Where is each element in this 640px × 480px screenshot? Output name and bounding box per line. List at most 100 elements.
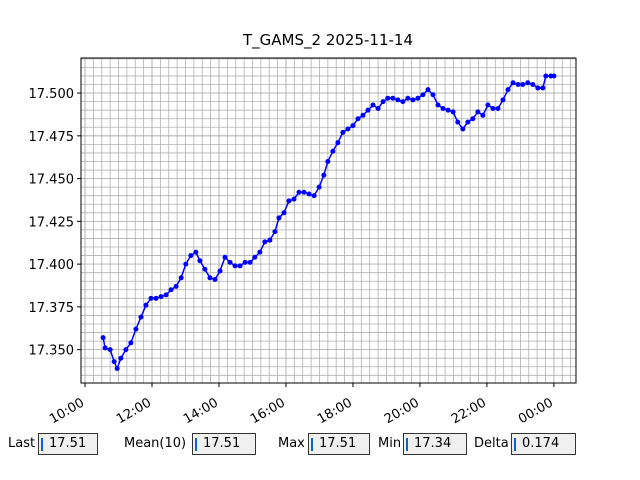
point (425, 87, 431, 93)
y-tick-label: 17.375 (29, 301, 75, 316)
point (340, 129, 346, 135)
point (330, 148, 336, 154)
point (470, 116, 476, 122)
point (111, 359, 117, 365)
x-tick-label: 22:00 (449, 395, 489, 425)
stat-label: Max (278, 436, 305, 451)
point (100, 335, 106, 341)
x-tick-label: 12:00 (114, 395, 154, 425)
point (490, 105, 496, 111)
chart: T_GAMS_2 2025-11-14 17.350 17.375 17.400 17… (29, 31, 577, 425)
point (543, 73, 549, 79)
y-tick-label: 17.350 (29, 344, 75, 359)
point (400, 99, 406, 105)
stat-value: 17.34 (403, 433, 467, 455)
point (247, 259, 253, 265)
x-tick-label: 16:00 (248, 395, 288, 425)
point (485, 102, 491, 108)
point (515, 82, 521, 88)
point (360, 112, 366, 118)
point (262, 239, 268, 245)
y-tick-label: 17.475 (29, 130, 75, 145)
point (276, 215, 282, 221)
point (335, 140, 341, 146)
point (232, 263, 238, 269)
point (128, 340, 134, 346)
point (325, 158, 331, 164)
point (148, 295, 154, 301)
point (281, 210, 287, 216)
point (188, 253, 194, 259)
point (420, 92, 426, 98)
point (465, 119, 471, 125)
x-tick-label: 00:00 (516, 395, 556, 425)
point (158, 294, 164, 300)
point (390, 95, 396, 101)
x-tick-label: 14:00 (181, 395, 221, 425)
point (193, 249, 199, 255)
point (355, 116, 361, 122)
point (535, 85, 541, 91)
stat-label: Last (8, 436, 36, 451)
stat-label: Mean(10) (124, 436, 187, 451)
point (530, 82, 536, 88)
point (510, 80, 516, 86)
point (143, 302, 149, 308)
point (222, 254, 228, 260)
point (435, 102, 441, 108)
point (296, 189, 302, 195)
point (380, 99, 386, 105)
point (118, 355, 124, 361)
point (405, 95, 411, 101)
point (321, 172, 327, 178)
point (520, 82, 526, 88)
point (316, 184, 322, 190)
stat-label: Delta (474, 436, 509, 451)
y-tick-label: 17.450 (29, 173, 75, 188)
point (495, 105, 501, 111)
point (257, 249, 263, 255)
point (183, 261, 189, 267)
point (540, 85, 546, 91)
x-tick-label: 18:00 (315, 395, 355, 425)
point (173, 283, 179, 289)
point (286, 198, 292, 204)
point (153, 295, 159, 301)
stat-value: 0.174 (511, 433, 576, 455)
point (207, 275, 213, 281)
point (301, 189, 307, 195)
point (350, 123, 356, 129)
stat-value: 17.51 (192, 433, 256, 455)
point (455, 119, 461, 125)
point (460, 126, 466, 132)
chart-title: T_GAMS_2 2025-11-14 (242, 31, 413, 50)
point (272, 229, 278, 235)
point (212, 277, 218, 283)
stat-value: 17.51 (308, 433, 370, 455)
point (227, 259, 233, 265)
plot-frame (80, 57, 577, 384)
point (291, 196, 297, 202)
x-tick-label: 20:00 (382, 395, 422, 425)
point (217, 268, 223, 274)
stat-value: 17.51 (38, 433, 98, 455)
point (375, 105, 381, 111)
plot-area (81, 58, 576, 383)
point (370, 102, 376, 108)
point (551, 73, 557, 79)
y-tick-label: 17.400 (29, 258, 75, 273)
point (505, 87, 511, 93)
point (410, 97, 416, 103)
point (242, 259, 248, 265)
point (252, 254, 258, 260)
point (267, 237, 273, 243)
point (475, 109, 481, 115)
point (133, 326, 139, 332)
point (163, 292, 169, 298)
point (450, 109, 456, 115)
point (445, 107, 451, 113)
point (395, 97, 401, 103)
point (385, 95, 391, 101)
point (138, 314, 144, 320)
